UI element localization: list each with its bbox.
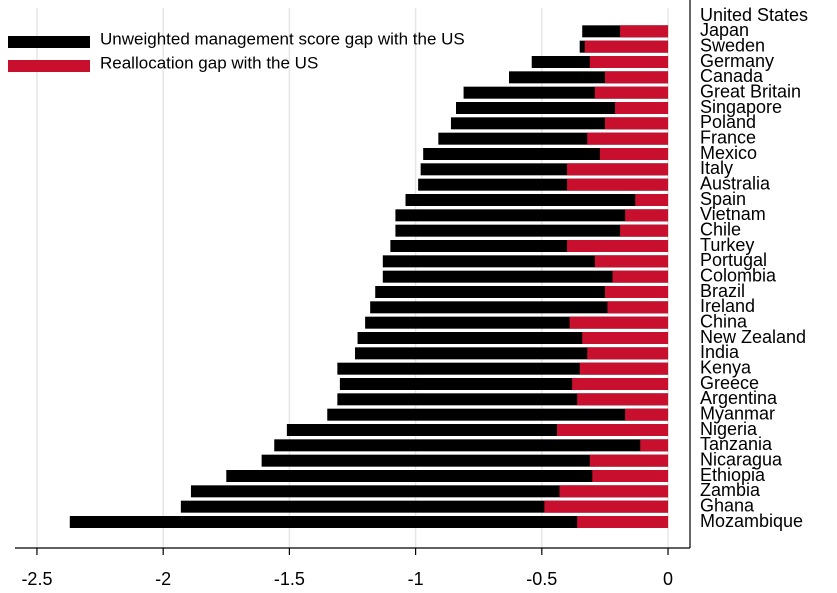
bar [544, 500, 669, 513]
bar [620, 224, 669, 237]
y-tick-label: Argentina [700, 388, 778, 408]
bar [589, 56, 669, 68]
bar [180, 500, 669, 513]
legend-swatch [8, 60, 90, 72]
bar [190, 485, 669, 498]
y-tick-label: Japan [700, 20, 749, 40]
bar [577, 516, 669, 528]
bar [370, 301, 669, 314]
y-tick-label: Spain [700, 189, 746, 209]
y-tick-label: Portugal [700, 250, 767, 270]
y-tick-label: Kenya [700, 357, 752, 377]
y-tick-label: Mozambique [700, 511, 803, 531]
bar [395, 209, 669, 222]
y-tick-label: Chile [700, 219, 741, 239]
bar [599, 148, 669, 160]
bar [579, 362, 669, 375]
bar [587, 347, 669, 360]
x-tick-label: 0 [663, 569, 673, 589]
y-tick-label: China [700, 311, 748, 331]
bar [584, 40, 669, 53]
bar [569, 316, 669, 329]
y-tick-label: United States [700, 5, 808, 25]
bar [594, 86, 669, 99]
y-tick-label: Colombia [700, 265, 777, 285]
bar [261, 454, 669, 467]
bar [327, 408, 669, 421]
legend-label: Unweighted management score gap with the… [100, 29, 465, 48]
y-tick-label: Ghana [700, 495, 755, 515]
bar [577, 393, 669, 406]
y-tick-label: Myanmar [700, 403, 775, 423]
x-tick-label: -1.5 [274, 569, 305, 589]
y-tick-label: Poland [700, 112, 756, 132]
bar [635, 194, 669, 206]
y-tick-label: Italy [700, 158, 733, 178]
bar [582, 332, 669, 344]
bar [567, 178, 669, 191]
bar [395, 224, 669, 237]
y-tick-label: Vietnam [700, 204, 766, 224]
bar [594, 255, 669, 268]
bar [615, 102, 669, 114]
y-tick-label: Greece [700, 373, 759, 393]
bar [640, 439, 669, 452]
bar [567, 240, 669, 252]
bar [567, 163, 669, 176]
y-tick-label: Germany [700, 51, 774, 71]
y-tick-label: Sweden [700, 35, 765, 55]
y-tick-label: Brazil [700, 281, 745, 301]
bar [226, 470, 669, 482]
y-tick-label: Nicaragua [700, 449, 783, 469]
bar [607, 301, 669, 314]
bar [382, 255, 669, 268]
bar [69, 516, 669, 528]
y-tick-label: Great Britain [700, 81, 801, 101]
y-tick-label: France [700, 127, 756, 147]
x-tick-label: -0.5 [526, 569, 557, 589]
bar [604, 117, 669, 130]
y-tick-label: Ireland [700, 296, 755, 316]
bar [620, 25, 669, 38]
y-tick-label: Singapore [700, 97, 782, 117]
bar [604, 71, 669, 84]
y-tick-label: Mexico [700, 143, 757, 163]
bar [572, 378, 669, 390]
y-tick-label: Zambia [700, 480, 761, 500]
legend-swatch [8, 36, 90, 48]
legend-label: Reallocation gap with the US [100, 53, 318, 72]
bar [556, 424, 669, 436]
y-tick-label: Canada [700, 66, 764, 86]
x-tick-label: -1 [408, 569, 424, 589]
y-tick-label: New Zealand [700, 327, 806, 347]
bar [589, 454, 669, 467]
bar [592, 470, 669, 482]
x-tick-label: -2 [155, 569, 171, 589]
y-tick-label: Tanzania [700, 434, 773, 454]
bar [405, 194, 669, 206]
bar [375, 286, 669, 298]
y-tick-label: Turkey [700, 235, 754, 255]
bar [625, 408, 669, 421]
bar [587, 132, 669, 145]
bar [625, 209, 669, 222]
bar [604, 286, 669, 298]
y-tick-label: Australia [700, 173, 771, 193]
bar [274, 439, 669, 452]
bar [559, 485, 669, 498]
bar [612, 270, 669, 283]
x-tick-label: -2.5 [21, 569, 52, 589]
y-tick-label: India [700, 342, 740, 362]
y-tick-label: Nigeria [700, 419, 758, 439]
y-tick-label: Ethiopia [700, 465, 766, 485]
bar [382, 270, 669, 283]
